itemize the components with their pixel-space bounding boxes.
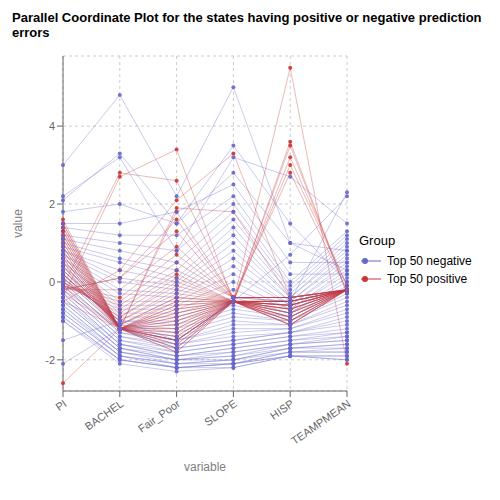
svg-text:PI: PI	[53, 397, 68, 413]
svg-text:HISP: HISP	[268, 397, 296, 422]
svg-text:BACHEL: BACHEL	[82, 397, 125, 432]
svg-text:SLOPE: SLOPE	[202, 397, 239, 428]
svg-text:variable: variable	[184, 460, 226, 474]
html-text:Top 50 positive: Top 50 positive	[387, 271, 468, 286]
svg-text:TEAMPMEAN: TEAMPMEAN	[289, 397, 353, 447]
svg-text:2: 2	[49, 198, 55, 210]
svg-text:-2: -2	[45, 354, 55, 366]
html-text:Top 50 negative: Top 50 negative	[387, 253, 472, 268]
svg-text:value: value	[11, 209, 25, 238]
html-text:Parallel Coordinate Plot for t: Parallel Coordinate Plot for the states …	[12, 10, 482, 40]
svg-text:4: 4	[49, 120, 55, 132]
svg-text:Fair_Poor: Fair_Poor	[136, 397, 183, 435]
html-text:Group: Group	[359, 232, 396, 248]
svg-text:0: 0	[49, 276, 55, 288]
